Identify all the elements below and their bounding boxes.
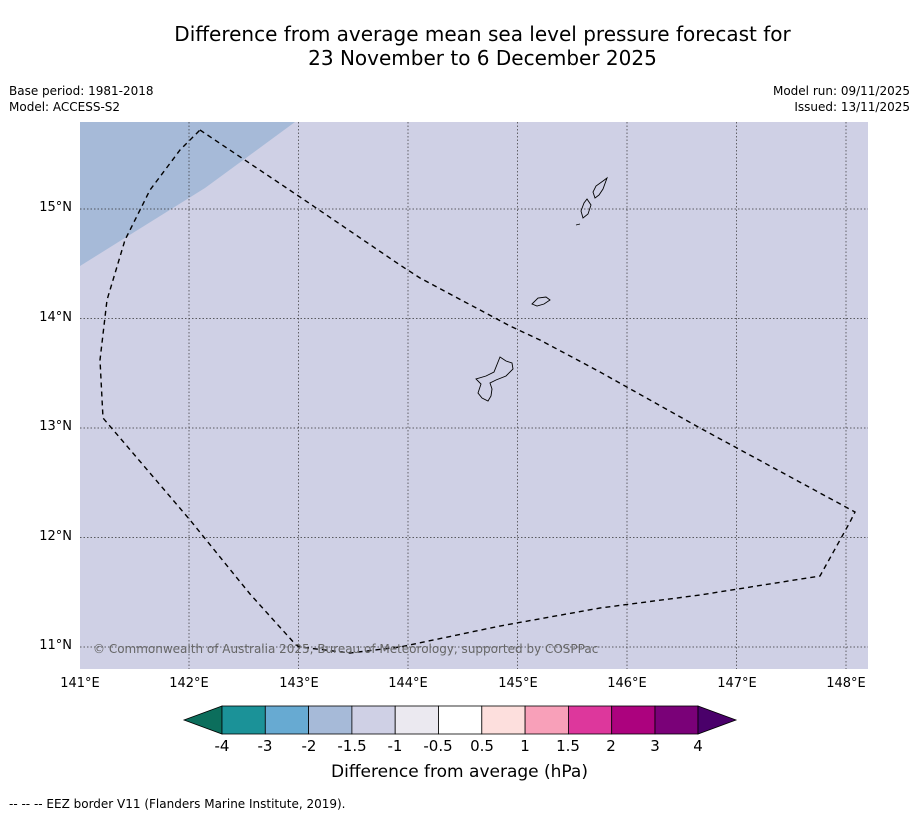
- colorbar-segment: [611, 705, 656, 735]
- colorbar-tick-label: 1.5: [556, 737, 580, 755]
- lat-label: 12°N: [39, 529, 72, 544]
- colorbar-segment: [394, 705, 439, 735]
- lon-label: 147°E: [717, 676, 757, 691]
- colorbar-segment: [221, 705, 266, 735]
- colorbar-extension-high: [697, 705, 738, 735]
- meta-left: Base period: 1981-2018 Model: ACCESS-S2: [9, 83, 154, 115]
- island-guam: [475, 356, 514, 402]
- colorbar-tick-label: -1.5: [337, 737, 367, 755]
- colorbar-title: Difference from average (hPa): [331, 762, 588, 782]
- colorbar-segment: [351, 705, 396, 735]
- island-rota: [531, 296, 551, 307]
- chart-title: Difference from average mean sea level p…: [0, 22, 919, 70]
- lat-label: 13°N: [39, 419, 72, 434]
- issued-date: Issued: 13/11/2025: [794, 100, 910, 114]
- lon-label: 148°E: [826, 676, 866, 691]
- title-line-2: 23 November to 6 December 2025: [308, 46, 657, 70]
- lat-label: 11°N: [39, 638, 72, 653]
- title-line-1: Difference from average mean sea level p…: [174, 22, 791, 46]
- copyright-notice: © Commonwealth of Australia 2025, Bureau…: [93, 642, 599, 656]
- colorbar-tick-label: 3: [650, 737, 660, 755]
- eez-legend: -- -- -- EEZ border V11 (Flanders Marine…: [9, 797, 346, 811]
- colorbar-tick-label: 2: [606, 737, 616, 755]
- colorbar-segment: [568, 705, 613, 735]
- eez-border: [99, 129, 856, 654]
- colorbar-segment: [654, 705, 699, 735]
- colorbar-tick-label: 1: [520, 737, 530, 755]
- colorbar-tick-label: -4: [214, 737, 230, 755]
- lon-label: 141°E: [60, 676, 100, 691]
- island-tinian: [580, 198, 592, 219]
- colorbar-tick-label: 4: [693, 737, 703, 755]
- lat-label: 15°N: [39, 200, 72, 215]
- island-saipan: [592, 176, 608, 199]
- model-name: Model: ACCESS-S2: [9, 100, 121, 114]
- lon-label: 146°E: [607, 676, 647, 691]
- lon-label: 145°E: [498, 676, 538, 691]
- colorbar-segment: [524, 705, 569, 735]
- colorbar-segment: [481, 705, 526, 735]
- islands: [475, 176, 608, 402]
- colorbar-segment: [264, 705, 309, 735]
- lon-label: 144°E: [388, 676, 428, 691]
- colorbar-segment: [308, 705, 353, 735]
- lat-label: 14°N: [39, 310, 72, 325]
- colorbar-segment: [438, 705, 483, 735]
- colorbar-tick-label: -1: [387, 737, 403, 755]
- island-aguijan: [575, 223, 581, 226]
- lon-label: 143°E: [279, 676, 319, 691]
- colorbar-tick-label: -2: [301, 737, 317, 755]
- colorbar-tick-label: -0.5: [423, 737, 453, 755]
- model-run: Model run: 09/11/2025: [772, 84, 910, 98]
- colorbar-extension-low: [182, 705, 223, 735]
- colorbar: [182, 705, 738, 735]
- lon-label: 142°E: [169, 676, 209, 691]
- meta-right: Model run: 09/11/2025 Issued: 13/11/2025: [773, 83, 910, 115]
- gridlines: [80, 122, 868, 669]
- base-period: Base period: 1981-2018: [9, 84, 154, 98]
- colorbar-tick-label: -3: [257, 737, 273, 755]
- colorbar-tick-label: 0.5: [470, 737, 494, 755]
